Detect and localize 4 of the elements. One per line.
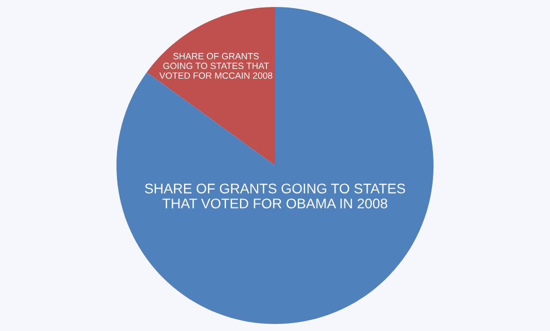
slice-label: SHARE OF GRANTS GOING TO STATES THAT VOTED FOR OBAMA IN 2008 [144, 184, 406, 208]
slice-label: SHARE OF GRANTS GOING TO STATES THAT VOTED FOR MCCAIN 2008 [159, 52, 272, 79]
pie-slice [146, 6, 275, 166]
pie-slice [116, 6, 434, 324]
